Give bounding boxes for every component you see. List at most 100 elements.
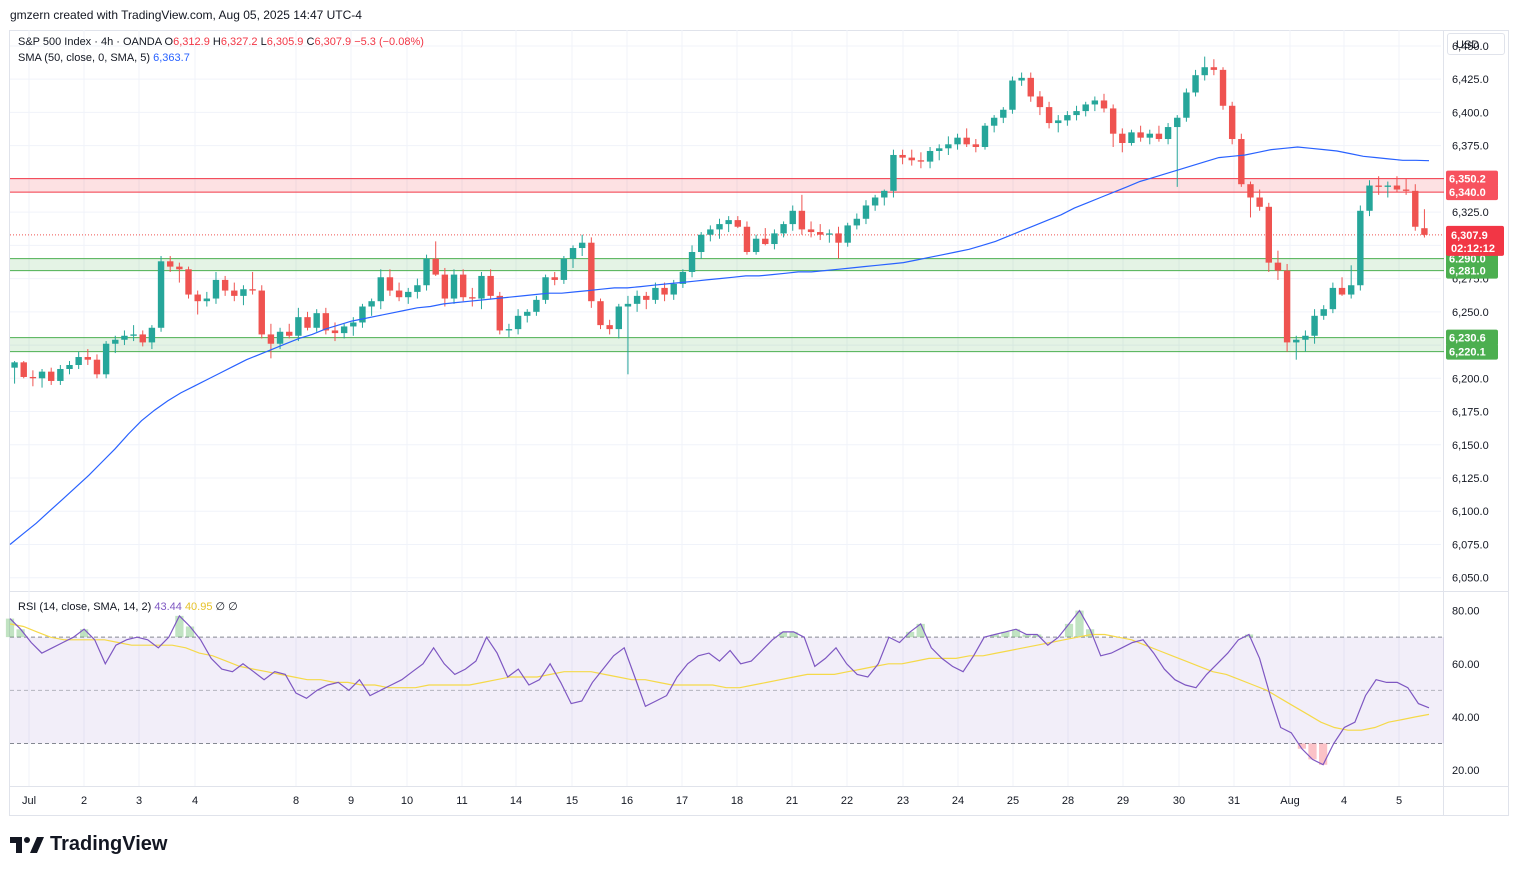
candle-body[interactable] xyxy=(386,277,394,291)
candle-body[interactable] xyxy=(524,311,531,316)
candle-body[interactable] xyxy=(414,285,421,292)
candle-body[interactable] xyxy=(643,295,650,300)
candle-body[interactable] xyxy=(1146,133,1153,138)
candle-body[interactable] xyxy=(1302,335,1309,340)
candle-body[interactable] xyxy=(734,220,742,227)
candle-body[interactable] xyxy=(890,154,897,191)
candle-body[interactable] xyxy=(917,160,925,162)
candle-body[interactable] xyxy=(487,275,494,296)
candle-body[interactable] xyxy=(1384,185,1392,187)
candle-body[interactable] xyxy=(1421,228,1428,235)
candle-body[interactable] xyxy=(459,274,467,298)
candle-body[interactable] xyxy=(551,277,558,280)
candle-body[interactable] xyxy=(1366,185,1373,211)
candle-body[interactable] xyxy=(1402,189,1410,191)
candle-body[interactable] xyxy=(661,287,668,295)
candle-body[interactable] xyxy=(1219,69,1227,106)
candle-body[interactable] xyxy=(1128,132,1135,143)
candle-body[interactable] xyxy=(148,327,156,343)
candle-body[interactable] xyxy=(816,232,824,235)
candle-body[interactable] xyxy=(1055,120,1062,124)
candle-body[interactable] xyxy=(331,330,339,334)
candle-body[interactable] xyxy=(20,362,27,377)
candle-body[interactable] xyxy=(853,218,861,226)
candle-body[interactable] xyxy=(789,210,796,225)
candle-body[interactable] xyxy=(771,233,778,245)
candle-body[interactable] xyxy=(514,315,522,330)
candle-body[interactable] xyxy=(84,357,92,360)
candle-body[interactable] xyxy=(267,334,275,344)
candle-body[interactable] xyxy=(11,362,18,368)
candle-body[interactable] xyxy=(954,137,961,145)
candle-body[interactable] xyxy=(1265,206,1272,263)
candle-body[interactable] xyxy=(185,269,192,295)
candle-body[interactable] xyxy=(871,197,879,206)
candle-body[interactable] xyxy=(1109,108,1117,134)
candle-body[interactable] xyxy=(972,144,980,147)
candle-body[interactable] xyxy=(862,205,870,219)
candle-body[interactable] xyxy=(130,334,137,336)
candle-body[interactable] xyxy=(47,371,55,381)
candle-body[interactable] xyxy=(1064,115,1071,121)
candle-body[interactable] xyxy=(1375,185,1382,187)
candle-body[interactable] xyxy=(1293,339,1300,343)
candle-body[interactable] xyxy=(1036,96,1044,108)
candle-body[interactable] xyxy=(423,258,430,286)
candle-body[interactable] xyxy=(1027,77,1034,97)
candle-body[interactable] xyxy=(1311,315,1318,336)
candle-body[interactable] xyxy=(1412,190,1419,227)
candle-body[interactable] xyxy=(743,226,751,253)
candle-body[interactable] xyxy=(377,277,384,302)
candle-body[interactable] xyxy=(670,283,677,295)
candle-body[interactable] xyxy=(1183,92,1190,118)
candle-body[interactable] xyxy=(240,289,247,296)
candle-body[interactable] xyxy=(725,220,732,225)
candle-body[interactable] xyxy=(1320,309,1327,316)
sma-label[interactable]: SMA (50, close, 0, SMA, 5) xyxy=(18,52,151,64)
candle-body[interactable] xyxy=(688,252,696,272)
candle-body[interactable] xyxy=(1018,77,1025,81)
candle-body[interactable] xyxy=(1357,210,1364,286)
candle-body[interactable] xyxy=(1073,111,1080,116)
candle-body[interactable] xyxy=(496,295,503,331)
candle-body[interactable] xyxy=(75,357,82,366)
candle-body[interactable] xyxy=(441,274,449,299)
candle-body[interactable] xyxy=(652,287,659,300)
candle-body[interactable] xyxy=(350,322,357,327)
candle-body[interactable] xyxy=(395,290,403,298)
candle-body[interactable] xyxy=(633,295,641,304)
candle-body[interactable] xyxy=(322,313,330,331)
candle-body[interactable] xyxy=(1091,100,1099,105)
candle-body[interactable] xyxy=(1210,67,1218,70)
candle-body[interactable] xyxy=(93,359,101,375)
candle-body[interactable] xyxy=(569,248,577,259)
tradingview-logo[interactable]: TradingView xyxy=(10,833,167,856)
candle-body[interactable] xyxy=(1228,105,1236,140)
candle-body[interactable] xyxy=(1238,139,1245,185)
candle-body[interactable] xyxy=(57,368,64,381)
candle-body[interactable] xyxy=(1137,132,1144,138)
candle-body[interactable] xyxy=(38,371,46,379)
candle-body[interactable] xyxy=(340,326,348,334)
candle-body[interactable] xyxy=(835,233,842,243)
candle-body[interactable] xyxy=(1338,287,1346,295)
candle-body[interactable] xyxy=(432,258,439,275)
candle-body[interactable] xyxy=(1174,117,1181,128)
candle-body[interactable] xyxy=(1393,185,1401,190)
candle-body[interactable] xyxy=(1009,80,1016,110)
candle-body[interactable] xyxy=(212,279,220,299)
candle-body[interactable] xyxy=(231,290,238,296)
candle-body[interactable] xyxy=(926,150,934,162)
candle-body[interactable] xyxy=(1100,100,1108,109)
candle-body[interactable] xyxy=(881,190,888,198)
candle-body[interactable] xyxy=(1201,67,1208,76)
candle-body[interactable] xyxy=(505,329,513,331)
candle-body[interactable] xyxy=(697,234,705,253)
candle-body[interactable] xyxy=(981,125,989,147)
candle-body[interactable] xyxy=(588,242,595,302)
candle-body[interactable] xyxy=(615,306,623,330)
candle-body[interactable] xyxy=(752,238,760,253)
candle-body[interactable] xyxy=(276,331,284,344)
candle-body[interactable] xyxy=(1000,109,1007,118)
